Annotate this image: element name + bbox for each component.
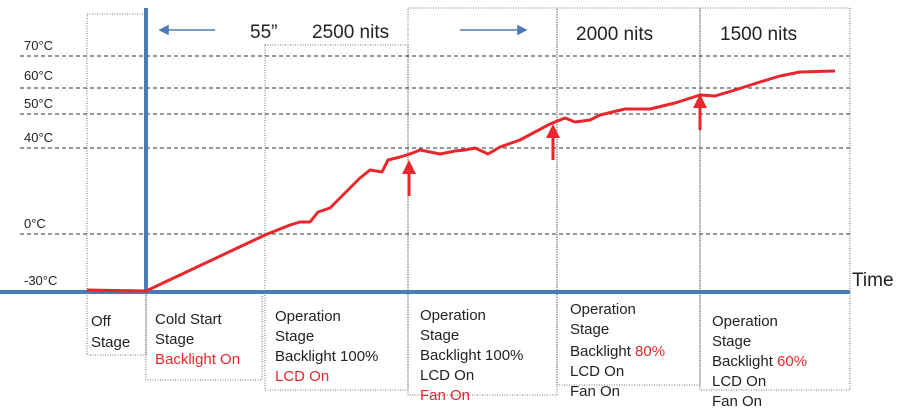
stage-text: Operation <box>712 313 778 330</box>
y-label: 40°C <box>24 130 53 145</box>
stage-text: Stage <box>91 334 130 351</box>
axis-label: Time <box>852 270 894 291</box>
temperature-curve <box>86 69 836 293</box>
event-arrow <box>402 94 707 196</box>
stage-text: Off <box>91 313 112 330</box>
stage-text: LCD On <box>420 367 474 384</box>
stage-text: 80% <box>635 343 665 360</box>
stage-text: LCD On <box>570 363 624 380</box>
stage-text: Stage <box>275 328 314 345</box>
stage-text: Backlight 100% <box>420 347 523 364</box>
stage-text: Operation <box>570 301 636 318</box>
stage-box <box>699 7 851 391</box>
y-label: 50°C <box>24 96 53 111</box>
y-label: 60°C <box>24 68 53 83</box>
stage-text: Backlight <box>570 343 635 360</box>
stage-box <box>407 7 558 396</box>
stage-text: Stage <box>570 321 609 338</box>
stage-text: 60% <box>777 353 807 370</box>
stage-text: Backlight <box>712 353 777 370</box>
nits-label: 2500 nits <box>312 22 389 43</box>
stage-text: Backlight On <box>155 351 240 368</box>
stage-text: Stage <box>712 333 751 350</box>
stage-text: Fan On <box>420 387 470 404</box>
y-label: 70°C <box>24 38 53 53</box>
stage-text: Stage <box>420 327 459 344</box>
range-arrow <box>158 24 528 36</box>
stage-text: LCD On <box>712 373 766 390</box>
stage-text: Fan On <box>712 393 762 410</box>
y-label: -30°C <box>24 273 57 288</box>
nits-label: 2000 nits <box>576 24 653 45</box>
stage-text: LCD On <box>275 368 329 385</box>
stage-text: Operation <box>420 307 486 324</box>
stage-text: Backlight 60% <box>712 353 807 370</box>
stage-text: Stage <box>155 331 194 348</box>
size-label: 55” <box>250 22 277 43</box>
stage-text: Cold Start <box>155 311 223 328</box>
stage-text: Operation <box>275 308 341 325</box>
stage-text: Backlight 100% <box>275 348 378 365</box>
stage-text: Backlight 80% <box>570 343 665 360</box>
stage-text: Fan On <box>570 383 620 400</box>
stage-box <box>86 13 147 356</box>
y-label: 0°C <box>24 216 46 231</box>
nits-label: 1500 nits <box>720 24 797 45</box>
grid <box>20 55 850 235</box>
